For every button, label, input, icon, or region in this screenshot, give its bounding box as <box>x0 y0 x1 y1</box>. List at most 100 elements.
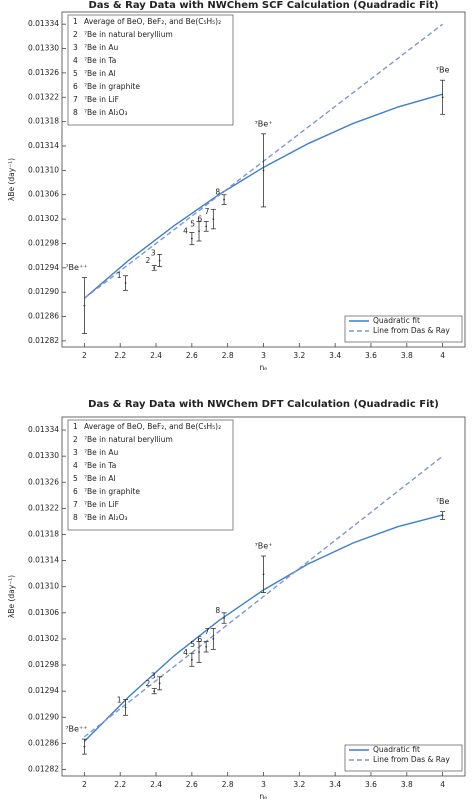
data-point <box>205 225 208 228</box>
data-point <box>158 259 161 262</box>
y-tick-label: 0.01334 <box>28 425 59 434</box>
x-tick-label: 3.2 <box>293 780 305 789</box>
note-key: 1 <box>73 422 78 431</box>
note-text: Average of BeO, BeF₂, and Be(C₅H₅)₂ <box>84 422 221 431</box>
data-point <box>205 645 208 648</box>
x-tick-label: 2.2 <box>114 351 126 360</box>
point-label: 2 <box>145 256 150 265</box>
point-label: 4 <box>183 648 188 657</box>
y-tick-label: 0.01334 <box>28 19 59 28</box>
data-point <box>83 304 86 307</box>
note-text: ⁷Be in Ta <box>84 56 116 65</box>
y-tick-label: 0.01310 <box>28 582 59 591</box>
point-label: 7 <box>205 207 210 216</box>
data-point <box>124 282 127 284</box>
note-text: ⁷Be in LiF <box>84 95 119 104</box>
data-point <box>198 230 200 233</box>
y-tick-label: 0.01318 <box>28 117 59 126</box>
point-label: 5 <box>190 640 195 649</box>
note-key: 5 <box>73 474 78 483</box>
y-tick-label: 0.01322 <box>28 503 59 512</box>
note-text: ⁷Be in Al₂O₃ <box>84 513 128 522</box>
note-key: 5 <box>73 69 78 78</box>
note-text: ⁷Be in natural beryllium <box>84 30 173 39</box>
data-point <box>441 514 444 517</box>
note-text: ⁷Be in Al₂O₃ <box>84 108 128 117</box>
y-tick-label: 0.01306 <box>28 608 59 617</box>
y-tick-label: 0.01310 <box>28 165 59 174</box>
data-point <box>153 266 156 269</box>
fit-line <box>83 455 444 738</box>
note-text: ⁷Be in Al <box>84 474 116 483</box>
data-point <box>262 169 265 172</box>
y-tick-label: 0.01294 <box>28 263 59 272</box>
note-text: ⁷Be in graphite <box>84 487 140 496</box>
y-tick-label: 0.01298 <box>28 660 59 669</box>
point-label: ⁷Be⁺⁺ <box>65 725 87 734</box>
data-point <box>441 96 444 99</box>
x-tick-label: 3.8 <box>401 780 413 789</box>
x-tick-label: 3.2 <box>293 351 305 360</box>
note-key: 6 <box>73 487 78 496</box>
y-tick-label: 0.01286 <box>28 738 59 747</box>
note-key: 8 <box>73 513 78 522</box>
note-text: ⁷Be in graphite <box>84 82 140 91</box>
note-key: 7 <box>73 500 78 509</box>
data-point <box>124 706 127 709</box>
legend-label: Line from Das & Ray <box>373 326 450 335</box>
x-tick-label: 4 <box>440 351 445 360</box>
note-text: ⁷Be in natural beryllium <box>84 435 173 444</box>
notes-box <box>67 419 234 531</box>
x-tick-label: 3.6 <box>365 780 377 789</box>
x-tick-label: 3.8 <box>401 351 413 360</box>
point-label: ⁷Be⁺ <box>255 542 273 551</box>
y-tick-label: 0.01306 <box>28 190 59 199</box>
x-axis-label: nₑ <box>260 363 268 372</box>
point-label: 4 <box>183 227 188 236</box>
data-point <box>198 651 200 653</box>
y-tick-label: 0.01314 <box>28 556 59 565</box>
note-key: 6 <box>73 82 78 91</box>
note-key: 3 <box>73 43 78 52</box>
y-tick-label: 0.01290 <box>28 712 59 721</box>
point-label: 2 <box>145 679 150 688</box>
y-tick-label: 0.01298 <box>28 238 59 247</box>
note-key: 2 <box>73 435 78 444</box>
y-tick-label: 0.01318 <box>28 529 59 538</box>
x-tick-label: 2.6 <box>186 780 198 789</box>
note-key: 4 <box>73 461 78 470</box>
note-text: ⁷Be in Au <box>84 43 119 52</box>
note-key: 8 <box>73 108 78 117</box>
y-tick-label: 0.01302 <box>28 214 59 223</box>
x-tick-label: 3.4 <box>329 780 341 789</box>
y-tick-label: 0.01330 <box>28 451 59 460</box>
y-tick-label: 0.01326 <box>28 477 59 486</box>
x-tick-label: 3 <box>261 351 266 360</box>
data-point <box>262 573 265 576</box>
x-tick-label: 2.4 <box>150 351 162 360</box>
legend-label: Line from Das & Ray <box>373 755 450 764</box>
y-tick-label: 0.01322 <box>28 92 59 101</box>
y-axis-label: λBe (day⁻¹) <box>7 158 16 201</box>
point-label: ⁷Be <box>436 497 450 506</box>
point-label: 1 <box>117 271 122 280</box>
y-tick-label: 0.01286 <box>28 312 59 321</box>
data-point <box>223 198 225 201</box>
x-tick-label: 2 <box>82 351 87 360</box>
x-tick-label: 2 <box>82 780 87 789</box>
chart-title: Das & Ray Data with NWChem DFT Calculati… <box>88 399 439 410</box>
note-text: ⁷Be in Ta <box>84 461 116 470</box>
y-tick-label: 0.01294 <box>28 686 59 695</box>
data-point <box>190 658 193 661</box>
y-axis-label: λBe (day⁻¹) <box>7 575 16 618</box>
notes-box <box>67 14 234 126</box>
y-tick-label: 0.01282 <box>28 336 59 345</box>
note-key: 2 <box>73 30 78 39</box>
y-tick-label: 0.01330 <box>28 44 59 53</box>
y-tick-label: 0.01282 <box>28 764 59 773</box>
point-label: 1 <box>117 695 122 704</box>
data-point <box>83 745 86 748</box>
data-point <box>153 690 156 693</box>
point-label: 8 <box>215 188 220 197</box>
